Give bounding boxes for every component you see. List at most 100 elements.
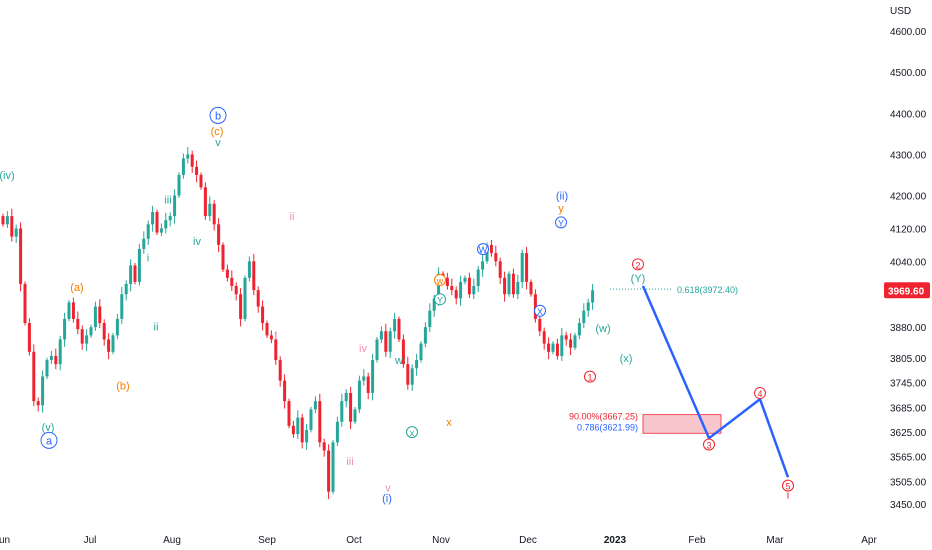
candle-body [173, 195, 177, 217]
candle-body [300, 417, 304, 443]
candle-body [85, 335, 89, 344]
candle-body [503, 277, 507, 295]
wave-label: i [147, 252, 149, 264]
candle-body [142, 238, 146, 249]
candle-body [437, 273, 441, 299]
candle-body [507, 273, 511, 295]
price-axis: USD 4600.00 4500.00 4400.00 4300.00 4200.00 41… [884, 6, 930, 511]
candle-body [243, 277, 247, 319]
candle-body [67, 302, 71, 319]
candle-body [54, 355, 58, 365]
candle-body [190, 154, 194, 167]
candle-body [199, 174, 203, 188]
candle-body [181, 158, 185, 175]
wave-label: iv [359, 343, 367, 355]
wave-label: a [46, 435, 53, 447]
candle-body [225, 269, 229, 278]
candle-body [203, 187, 207, 217]
candle-body [582, 310, 586, 324]
wave-label-circle [406, 426, 418, 439]
candle-body [36, 401, 40, 406]
wave-label: v [385, 483, 391, 495]
candle-body [551, 343, 555, 352]
candle-body [322, 442, 326, 451]
candle-body [371, 360, 375, 393]
candle-body [344, 392, 348, 402]
candle-body [1, 216, 5, 225]
candle-body [463, 277, 467, 282]
candle-body [10, 216, 14, 237]
projection-path [641, 285, 790, 478]
candle-body [388, 331, 392, 352]
candle-body [120, 294, 124, 319]
current-price-label: 3969.60 [888, 286, 925, 297]
candle-body [569, 339, 573, 348]
candle-body [186, 154, 190, 159]
wave-label: y [558, 203, 564, 215]
candle-body [265, 323, 269, 336]
candle-body [327, 450, 331, 492]
wave-label: ii [154, 321, 159, 333]
candle-body [107, 339, 111, 352]
wave-label: Y [437, 295, 443, 305]
wave-label: Y [558, 218, 564, 228]
candle-body [296, 417, 300, 435]
price-tick-label: 4040.00 [890, 257, 927, 268]
candle-body [221, 244, 225, 270]
candle-body [406, 364, 410, 385]
target-zone [642, 414, 722, 434]
candle-body [357, 380, 361, 410]
target-zone-upper-label: 90.00%(3667.25) [569, 412, 638, 422]
fib-level-label: 0.618(3972.40) [677, 285, 738, 295]
wave-label: (c) [211, 126, 224, 138]
time-tick-label: Sep [258, 535, 276, 546]
time-tick-label: Apr [861, 535, 877, 546]
candle-body [349, 392, 353, 422]
candle-body [560, 335, 564, 356]
candle-body [111, 335, 115, 352]
candle-body [133, 265, 137, 282]
candle-body [542, 331, 546, 344]
candle-body [415, 360, 419, 369]
candle-body [247, 261, 251, 278]
wave-label-circle [40, 431, 58, 449]
currency-label: USD [890, 6, 911, 17]
candle-body [401, 339, 405, 365]
candle-body [533, 294, 537, 319]
candle-body [252, 261, 256, 291]
candle-body [124, 283, 128, 295]
wave-label-circle [782, 479, 794, 492]
price-tick-label: 3745.00 [890, 379, 927, 390]
candle-body [274, 339, 278, 361]
wave-label-circle [434, 293, 446, 306]
price-tick-label: 4200.00 [890, 192, 927, 203]
candle-body [472, 286, 476, 295]
candle-body [217, 224, 221, 245]
candle-body [525, 253, 529, 282]
candle-body [384, 331, 388, 352]
wave-label: x [446, 417, 452, 429]
candle-body [445, 277, 449, 287]
candle-body [423, 327, 427, 344]
wave-label: b [215, 110, 221, 122]
candle-body [76, 318, 80, 330]
candle-body [45, 360, 49, 377]
price-tick-label: 3805.00 [890, 354, 927, 365]
wave-label-circle [754, 387, 766, 400]
candle-body [318, 401, 322, 443]
candle-body [309, 409, 313, 430]
candle-body [269, 335, 273, 340]
candle-body [428, 310, 432, 328]
time-tick-label: 2023 [604, 535, 627, 546]
price-tick-label: 3505.00 [890, 477, 927, 488]
wave-label: iv [193, 236, 201, 248]
candle-body [14, 228, 18, 237]
candle-body [63, 318, 67, 340]
price-tick-label: 4300.00 [890, 150, 927, 161]
price-tick-label: 4400.00 [890, 109, 927, 120]
candle-body [498, 261, 502, 278]
candle-body [287, 401, 291, 426]
time-tick-label: Jul [84, 535, 97, 546]
